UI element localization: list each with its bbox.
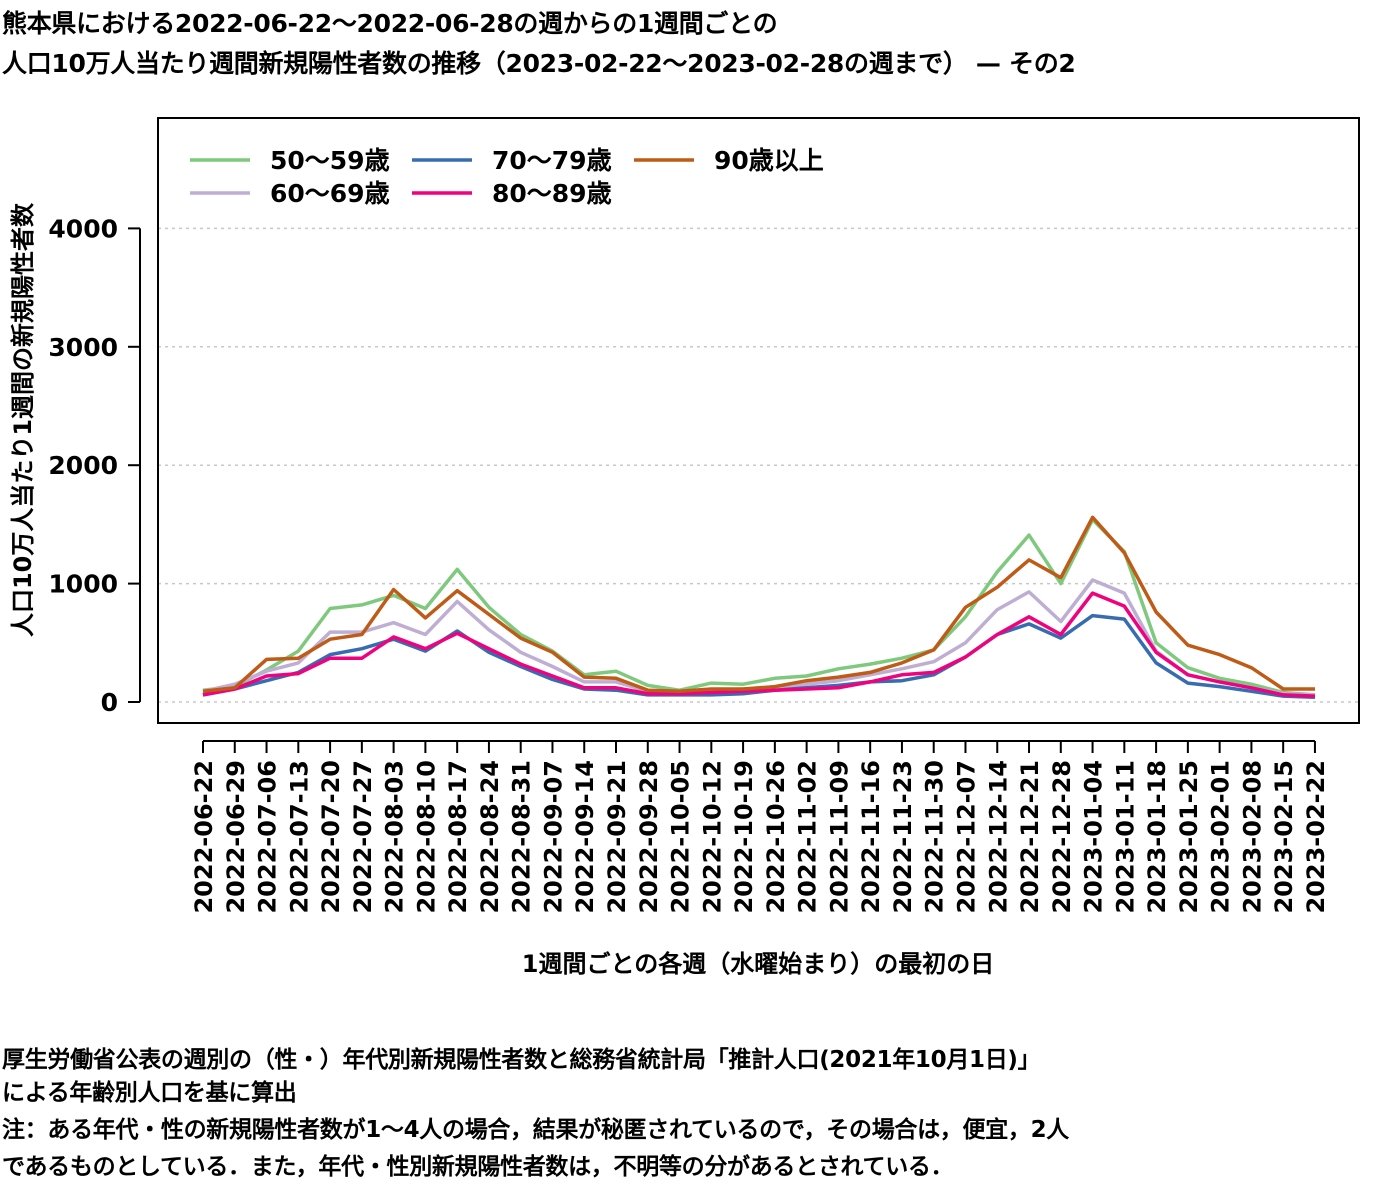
x-tick-label: 2022-06-29 bbox=[222, 760, 250, 914]
x-tick-label: 2022-11-16 bbox=[857, 760, 885, 914]
footnote-line1: 注：ある年代・性の新規陽性者数が1〜4人の場合，結果が秘匿されているので，その場… bbox=[2, 1117, 1070, 1143]
legend-label-4: 90歳以上 bbox=[714, 146, 824, 175]
x-tick-label: 2022-12-28 bbox=[1048, 760, 1076, 914]
x-tick-label: 2023-02-15 bbox=[1270, 760, 1298, 914]
series-lines bbox=[202, 515, 1316, 700]
x-tick-label: 2022-11-23 bbox=[889, 760, 917, 914]
source-note-line1: 厚生労働省公表の週別の（性・）年代別新規陽性者数と総務省統計局「推計人口(202… bbox=[2, 1047, 1041, 1073]
x-tick-label: 2022-12-14 bbox=[984, 760, 1012, 914]
y-tick-label: 0 bbox=[101, 688, 118, 717]
chart-title-line2: 人口10万人当たり週間新規陽性者数の推移（2023-02-22〜2023-02-… bbox=[2, 49, 1076, 78]
x-tick-label: 2022-08-24 bbox=[476, 760, 504, 914]
y-tick-label: 1000 bbox=[48, 570, 118, 599]
x-axis-label: 1週間ごとの各週（水曜始まり）の最初の日 bbox=[522, 950, 994, 978]
chart-title-line1: 熊本県における2022-06-22〜2022-06-28の週からの1週間ごとの bbox=[2, 9, 778, 38]
x-tick-label: 2022-11-02 bbox=[794, 760, 822, 914]
x-axis: 2022-06-22 2022-06-29 2022-07-06 2022-07-13… bbox=[190, 740, 1330, 914]
y-axis: 0 1000 2000 3000 4000 bbox=[48, 214, 141, 717]
x-tick-label: 2022-08-10 bbox=[412, 760, 440, 914]
y-tick-label: 4000 bbox=[48, 214, 118, 243]
x-tick-label: 2023-02-08 bbox=[1238, 760, 1266, 914]
x-tick-label: 2022-07-27 bbox=[349, 760, 377, 914]
x-tick-label: 2022-07-06 bbox=[254, 760, 282, 914]
x-tick-label: 2023-02-01 bbox=[1207, 760, 1235, 914]
y-axis-label: 人口10万人当たり1週間の新規陽性者数 bbox=[9, 202, 37, 637]
legend-label-1: 60〜69歳 bbox=[270, 179, 390, 208]
x-tick-label: 2022-10-12 bbox=[698, 760, 726, 914]
legend-label-3: 80〜89歳 bbox=[492, 179, 612, 208]
x-tick-label: 2022-10-19 bbox=[730, 760, 758, 914]
x-tick-label: 2022-10-26 bbox=[762, 760, 790, 914]
x-tick-label: 2022-08-31 bbox=[508, 760, 536, 914]
series-line-4 bbox=[202, 515, 1315, 694]
x-tick-label: 2022-09-14 bbox=[571, 760, 599, 914]
x-tick-label: 2022-09-07 bbox=[539, 760, 567, 914]
x-tick-label: 2023-01-04 bbox=[1080, 760, 1108, 914]
x-tick-label: 2023-01-25 bbox=[1175, 760, 1203, 914]
source-note-line2: による年齢別人口を基に算出 bbox=[2, 1080, 297, 1106]
x-tick-label: 2023-01-18 bbox=[1143, 760, 1171, 914]
x-tick-label: 2022-10-05 bbox=[667, 760, 695, 914]
x-tick-label: 2022-06-22 bbox=[190, 760, 218, 914]
x-tick-label: 2022-09-28 bbox=[635, 760, 663, 914]
legend-label-2: 70〜79歳 bbox=[492, 146, 612, 175]
plot-frame bbox=[157, 117, 1360, 724]
x-tick-label: 2022-09-21 bbox=[603, 760, 631, 914]
series-line-2 bbox=[202, 613, 1316, 700]
legend: 50〜59歳 60〜69歳 70〜79歳 80〜89歳 90歳以上 bbox=[190, 146, 824, 208]
x-tick-label: 2022-07-13 bbox=[285, 760, 313, 914]
x-tick-label: 2023-01-11 bbox=[1111, 760, 1139, 914]
series-line-3 bbox=[202, 591, 1316, 698]
x-tick-label: 2022-12-21 bbox=[1016, 760, 1044, 914]
series-line-0 bbox=[202, 517, 1316, 697]
y-tick-label: 2000 bbox=[48, 451, 118, 480]
x-tick-label: 2022-08-17 bbox=[444, 760, 472, 914]
legend-label-0: 50〜59歳 bbox=[270, 146, 390, 175]
x-tick-label: 2022-12-07 bbox=[952, 760, 980, 914]
x-tick-label: 2022-07-20 bbox=[317, 760, 345, 914]
y-tick-label: 3000 bbox=[48, 333, 118, 362]
x-tick-label: 2022-08-03 bbox=[381, 760, 409, 914]
x-tick-label: 2023-02-22 bbox=[1302, 760, 1330, 914]
x-tick-label: 2022-11-09 bbox=[825, 760, 853, 914]
x-tick-label: 2022-11-30 bbox=[921, 760, 949, 914]
footnote-line2: であるものとしている．また，年代・性別新規陽性者数は，不明等の分があるとされてい… bbox=[2, 1154, 954, 1180]
